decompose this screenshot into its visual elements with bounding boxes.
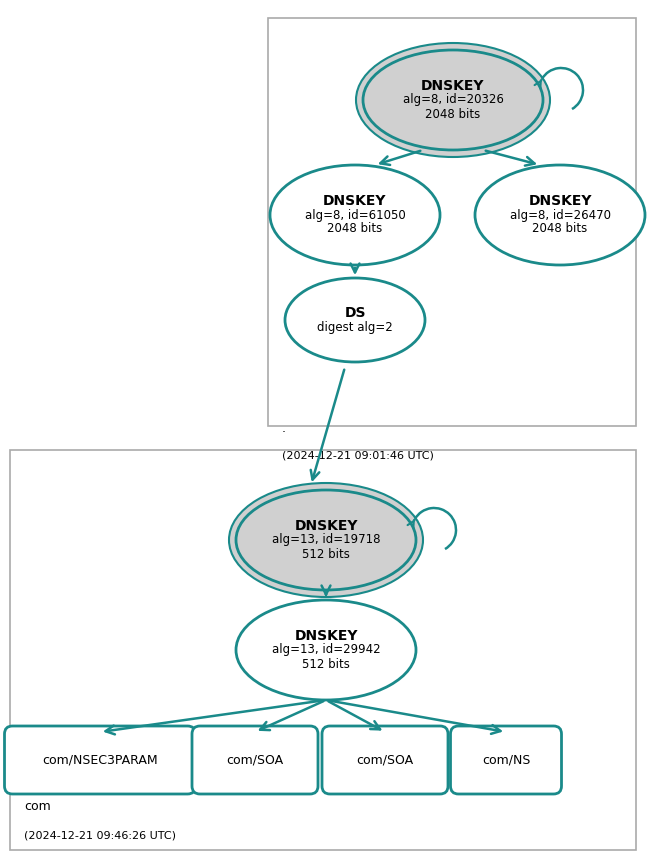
FancyBboxPatch shape [192, 726, 318, 794]
Text: (2024-12-21 09:01:46 UTC): (2024-12-21 09:01:46 UTC) [282, 451, 434, 461]
Text: digest alg=2: digest alg=2 [317, 321, 393, 334]
Text: com/NSEC3PARAM: com/NSEC3PARAM [42, 753, 158, 766]
FancyBboxPatch shape [5, 726, 196, 794]
Text: com/SOA: com/SOA [226, 753, 284, 766]
Text: alg=8, id=26470: alg=8, id=26470 [509, 208, 610, 221]
Text: DNSKEY: DNSKEY [294, 519, 358, 533]
Text: alg=8, id=20326: alg=8, id=20326 [402, 93, 503, 106]
Text: 512 bits: 512 bits [302, 548, 350, 561]
Ellipse shape [285, 278, 425, 362]
Text: DNSKEY: DNSKEY [528, 194, 592, 208]
FancyBboxPatch shape [322, 726, 448, 794]
Text: com/SOA: com/SOA [357, 753, 413, 766]
Ellipse shape [229, 483, 423, 597]
Bar [10, 450, 636, 850]
Text: DNSKEY: DNSKEY [323, 194, 387, 208]
Text: 2048 bits: 2048 bits [327, 222, 383, 235]
Text: DNSKEY: DNSKEY [421, 79, 484, 93]
Text: 512 bits: 512 bits [302, 657, 350, 670]
Ellipse shape [236, 490, 416, 590]
Ellipse shape [475, 165, 645, 265]
Ellipse shape [236, 600, 416, 700]
Text: .: . [282, 422, 286, 435]
Text: alg=13, id=19718: alg=13, id=19718 [272, 534, 380, 547]
Text: alg=13, id=29942: alg=13, id=29942 [272, 644, 380, 657]
Text: (2024-12-21 09:46:26 UTC): (2024-12-21 09:46:26 UTC) [24, 830, 176, 840]
Text: alg=8, id=61050: alg=8, id=61050 [304, 208, 406, 221]
Text: com/NS: com/NS [482, 753, 530, 766]
FancyBboxPatch shape [451, 726, 561, 794]
Text: 2048 bits: 2048 bits [425, 107, 481, 120]
Bar [268, 18, 636, 426]
Text: DS: DS [344, 306, 366, 320]
Ellipse shape [356, 43, 550, 157]
Ellipse shape [270, 165, 440, 265]
Ellipse shape [363, 50, 543, 150]
Text: 2048 bits: 2048 bits [533, 222, 587, 235]
Text: com: com [24, 800, 51, 813]
Text: DNSKEY: DNSKEY [294, 629, 358, 643]
